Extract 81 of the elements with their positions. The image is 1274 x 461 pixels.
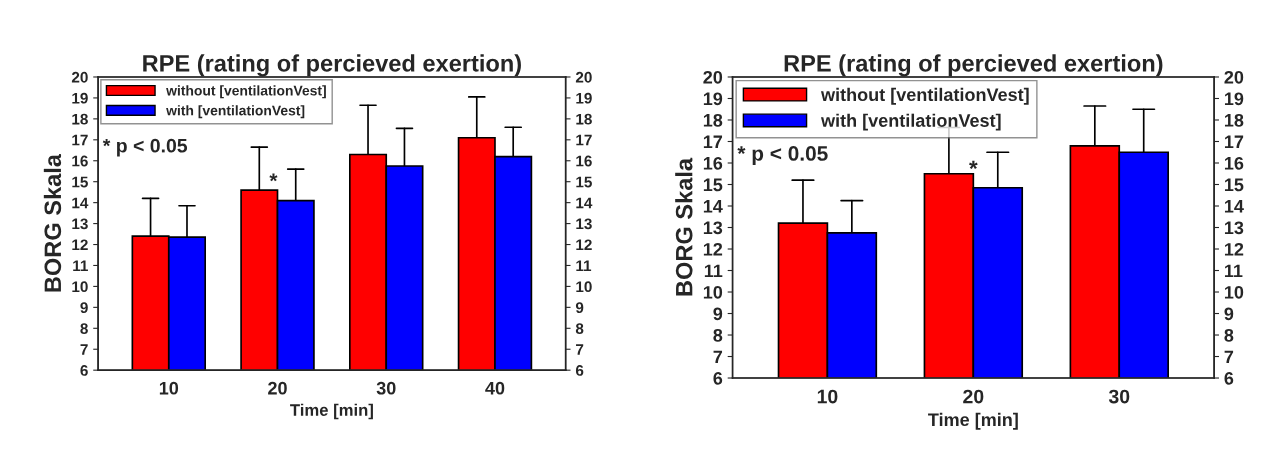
y-tick-label: 18 bbox=[72, 113, 88, 125]
y2-tick-label: 14 bbox=[1224, 200, 1244, 213]
y-tick-label: 6 bbox=[713, 371, 723, 385]
y2-tick-label: 17 bbox=[1224, 135, 1244, 149]
y2-tick-label: 14 bbox=[576, 197, 593, 209]
y2-tick-label: 7 bbox=[1224, 350, 1234, 364]
x-tick-label: 10 bbox=[159, 381, 179, 395]
y-tick-label: 8 bbox=[713, 328, 723, 342]
y-tick-label: 19 bbox=[72, 92, 88, 104]
y-tick-label: 10 bbox=[703, 285, 723, 299]
y2-tick-label: 6 bbox=[575, 365, 584, 376]
chart-title: RPE (rating of percieved exertion) bbox=[143, 54, 521, 77]
y-tick-label: 12 bbox=[72, 239, 88, 251]
annotation: * bbox=[969, 160, 978, 170]
y-tick-label: 11 bbox=[704, 264, 723, 278]
y2-tick-label: 9 bbox=[1224, 307, 1234, 321]
y-tick-label: 9 bbox=[713, 307, 723, 321]
annotation: * bbox=[269, 173, 278, 182]
legend-label: with [ventilationVest] bbox=[166, 105, 305, 119]
y2-tick-label: 8 bbox=[575, 323, 584, 334]
y-tick-label: 16 bbox=[72, 155, 88, 167]
y-tick-label: 15 bbox=[703, 178, 723, 192]
annotation: * p < 0.05 bbox=[737, 146, 828, 165]
annotation: * p < 0.05 bbox=[102, 138, 188, 157]
y-tick-label: 10 bbox=[72, 281, 88, 293]
y-axis-title: BORG Skala bbox=[675, 157, 693, 296]
x-tick-label: 30 bbox=[376, 381, 396, 395]
y2-tick-label: 19 bbox=[1224, 92, 1244, 106]
y-tick-label: 20 bbox=[71, 71, 88, 83]
y-tick-label: 16 bbox=[703, 156, 723, 170]
y2-tick-label: 10 bbox=[576, 281, 592, 293]
legend-label: without [ventilationVest] bbox=[820, 87, 1029, 105]
x-axis-title: Time [min] bbox=[928, 412, 1018, 430]
y-tick-label: 14 bbox=[72, 197, 89, 209]
y-tick-label: 6 bbox=[80, 365, 88, 376]
y2-tick-label: 11 bbox=[1224, 264, 1243, 278]
y2-tick-label: 9 bbox=[575, 302, 584, 314]
y2-tick-label: 20 bbox=[1224, 70, 1244, 84]
y2-tick-label: 15 bbox=[1224, 178, 1244, 192]
y2-tick-label: 7 bbox=[576, 344, 584, 355]
y2-tick-label: 18 bbox=[1224, 113, 1244, 127]
y2-tick-label: 17 bbox=[576, 134, 592, 146]
y2-tick-label: 12 bbox=[1224, 242, 1244, 256]
y-tick-label: 19 bbox=[703, 92, 723, 106]
y2-tick-label: 12 bbox=[576, 239, 592, 251]
x-tick-label: 10 bbox=[817, 389, 838, 404]
x-tick-label: 20 bbox=[268, 381, 287, 395]
y2-tick-label: 8 bbox=[1224, 328, 1234, 342]
y-tick-label: 13 bbox=[703, 221, 723, 235]
legend-label: with [ventilationVest] bbox=[820, 113, 1001, 131]
y2-tick-label: 18 bbox=[576, 113, 592, 125]
y-tick-label: 17 bbox=[703, 135, 723, 149]
y-tick-label: 14 bbox=[703, 200, 723, 213]
y-tick-label: 7 bbox=[80, 344, 88, 355]
legend-label: without [ventilationVest] bbox=[166, 85, 326, 99]
y2-tick-label: 11 bbox=[576, 260, 592, 272]
chart-title: RPE (rating of percieved exertion) bbox=[784, 54, 1163, 77]
y2-tick-label: 19 bbox=[576, 92, 592, 104]
y-tick-label: 18 bbox=[703, 113, 723, 127]
x-tick-label: 40 bbox=[485, 381, 505, 395]
y2-tick-label: 15 bbox=[576, 176, 592, 188]
y-tick-label: 15 bbox=[72, 176, 88, 188]
y-tick-label: 17 bbox=[72, 134, 88, 146]
y-tick-label: 12 bbox=[703, 242, 723, 256]
y-tick-label: 7 bbox=[713, 350, 723, 364]
y2-tick-label: 6 bbox=[1224, 371, 1234, 385]
y2-tick-label: 13 bbox=[1224, 221, 1244, 235]
y2-tick-label: 10 bbox=[1224, 285, 1244, 299]
y2-tick-label: 16 bbox=[576, 155, 592, 167]
y-tick-label: 20 bbox=[703, 70, 723, 84]
y2-tick-label: 16 bbox=[1224, 156, 1244, 170]
y-tick-label: 9 bbox=[80, 302, 88, 314]
y-tick-label: 8 bbox=[80, 323, 88, 334]
x-tick-label: 30 bbox=[1108, 389, 1130, 404]
y-tick-label: 13 bbox=[72, 218, 88, 230]
y2-tick-label: 13 bbox=[576, 218, 592, 230]
y-axis-title: BORG Skala bbox=[43, 153, 62, 292]
x-tick-label: 20 bbox=[963, 389, 984, 404]
x-axis-title: Time [min] bbox=[290, 403, 373, 420]
y2-tick-label: 20 bbox=[575, 71, 592, 83]
y-tick-label: 11 bbox=[73, 260, 88, 272]
